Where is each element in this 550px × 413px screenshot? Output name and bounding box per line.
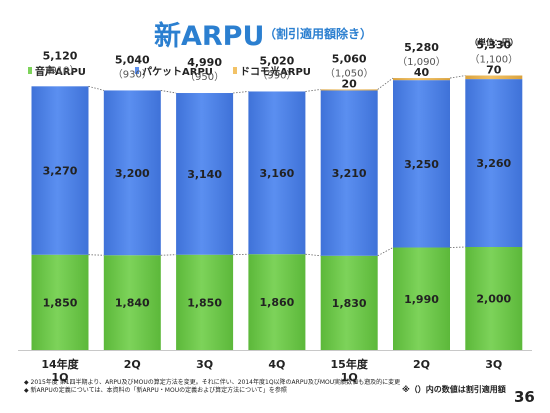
total-label: 5,330 xyxy=(476,39,511,52)
category-label: 15年度 xyxy=(331,357,369,371)
bar-segment-hikari xyxy=(393,78,450,81)
bar-segment-packet xyxy=(176,93,234,255)
data-label-packet: 3,160 xyxy=(260,167,295,180)
connector-total xyxy=(305,89,321,92)
connector-total xyxy=(233,91,249,94)
category-label: 2Q xyxy=(124,358,141,371)
bar-segment-packet xyxy=(248,91,306,255)
connector-voice xyxy=(233,253,249,256)
legend-item-packet: パケットARPU xyxy=(135,63,213,78)
bar-segment-voice xyxy=(393,247,450,350)
legend-label-hikari: ドコモ光ARPU xyxy=(240,67,311,78)
footnote-1: ◆ 2015年度 第1四半期より、ARPU及びMOUの算定方法を変更。それに伴い… xyxy=(24,379,401,386)
connector-voice xyxy=(305,253,321,257)
bar-segment-voice xyxy=(103,255,161,350)
legend-label-packet: パケットARPU xyxy=(142,67,213,78)
data-label-hikari: 40 xyxy=(414,66,430,79)
bar-segment-voice xyxy=(248,254,306,350)
connector-voice xyxy=(449,246,466,248)
connector-total xyxy=(449,75,466,79)
discount-label: （930） xyxy=(113,68,152,80)
discount-label: （1,090） xyxy=(397,56,446,68)
connector-voice xyxy=(377,247,394,257)
discount-label: （990） xyxy=(257,69,296,81)
connector-total xyxy=(88,85,104,91)
legend-swatch-hikari xyxy=(233,67,237,74)
connector-total xyxy=(160,90,177,94)
data-label-packet: 3,140 xyxy=(187,168,222,181)
data-label-packet: 3,250 xyxy=(404,158,439,171)
bar-segment-packet xyxy=(320,90,378,256)
data-label-voice: 1,830 xyxy=(332,297,367,310)
category-label: 14年度 xyxy=(41,357,79,371)
page-subtitle: （割引適用額除き） xyxy=(264,27,373,41)
category-label: 4Q xyxy=(268,358,285,371)
data-label-voice: 1,850 xyxy=(43,296,78,309)
total-label: 5,060 xyxy=(332,52,367,65)
bar-segment-voice xyxy=(465,247,523,350)
discount-label: （950） xyxy=(185,71,224,83)
bar-segment-packet xyxy=(31,86,89,255)
category-label: 1Q xyxy=(51,371,68,384)
discount-label: （1,050） xyxy=(325,67,374,79)
total-label: 5,040 xyxy=(115,53,150,66)
category-label: 3Q xyxy=(485,358,502,371)
bar-segment-voice xyxy=(31,254,89,350)
legend-swatch-voice xyxy=(28,67,32,74)
data-label-packet: 3,200 xyxy=(115,167,150,180)
bar-segment-voice xyxy=(176,254,234,350)
bar-segment-packet xyxy=(393,80,450,248)
category-label: 2Q xyxy=(413,358,430,371)
legend-label-voice: 音声ARPU xyxy=(35,67,86,78)
page-number: 36 xyxy=(514,388,535,406)
category-label: 1Q xyxy=(341,371,358,384)
data-label-voice: 1,850 xyxy=(187,296,222,309)
total-label: 4,990 xyxy=(187,56,222,69)
page-title: 新ARPU xyxy=(154,21,265,52)
bar-segment-voice xyxy=(320,255,378,350)
legend-item-hikari: ドコモ光ARPU xyxy=(233,63,311,78)
legend-swatch-packet xyxy=(135,67,139,74)
legend-item-voice: 音声ARPU xyxy=(28,63,86,78)
data-label-packet: 3,210 xyxy=(332,167,367,180)
data-label-hikari: 70 xyxy=(486,64,502,77)
bar-segment-hikari xyxy=(465,75,523,80)
bar-segment-packet xyxy=(103,90,161,256)
baseline-rule xyxy=(18,350,532,351)
bar-segment-hikari xyxy=(320,89,378,91)
discount-label: （910） xyxy=(40,64,79,76)
data-label-voice: 1,840 xyxy=(115,297,150,310)
category-label: 3Q xyxy=(196,358,213,371)
total-label: 5,020 xyxy=(260,54,295,67)
data-label-hikari: 20 xyxy=(342,77,358,90)
connector-total xyxy=(377,77,394,90)
total-label: 5,280 xyxy=(404,41,439,54)
data-label-voice: 1,990 xyxy=(404,293,439,306)
unit-label: （単位：円） xyxy=(470,38,518,47)
data-label-voice: 2,000 xyxy=(476,293,511,306)
total-label: 5,120 xyxy=(43,49,78,62)
footnote-2: ◆ 新ARPUの定義については、本資料の「新ARPU・MOUの定義および算定方法… xyxy=(24,387,287,394)
discount-label: （1,100） xyxy=(469,54,518,66)
data-label-packet: 3,260 xyxy=(476,157,511,170)
bar-segment-packet xyxy=(465,79,523,247)
data-label-packet: 3,270 xyxy=(43,165,78,178)
connector-voice xyxy=(160,254,177,256)
connector-voice xyxy=(88,254,104,256)
data-label-voice: 1,860 xyxy=(260,296,295,309)
discount-note: ※（）内の数値は割引適用額 xyxy=(402,385,506,394)
